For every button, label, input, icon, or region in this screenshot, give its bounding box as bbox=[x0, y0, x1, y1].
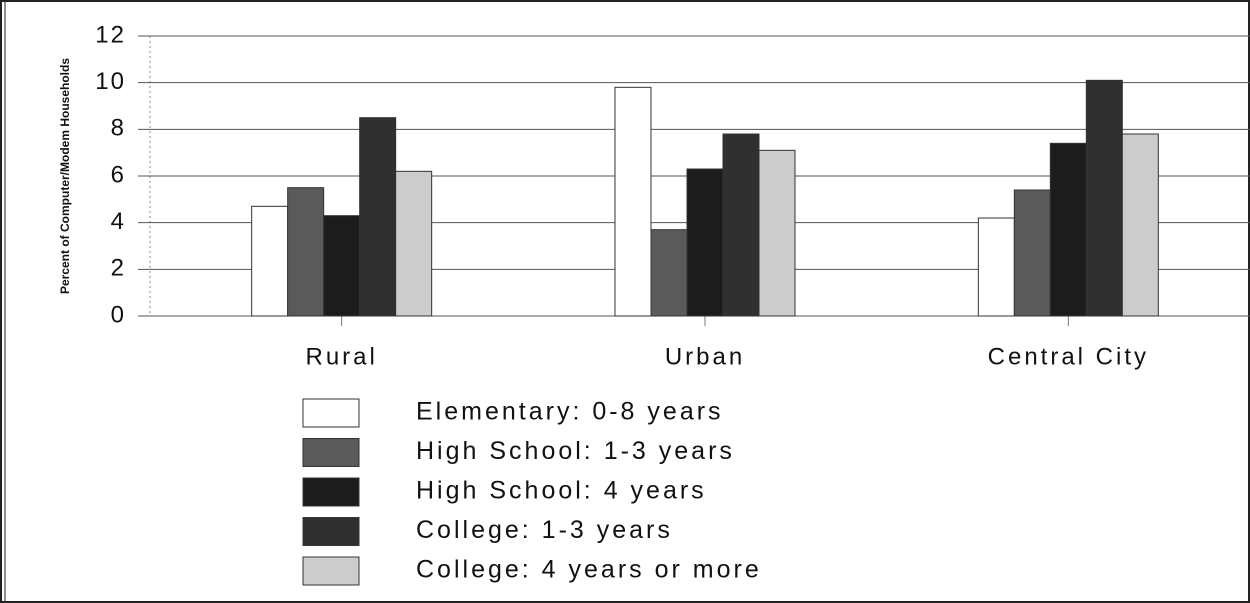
y-axis-label: Percent of Computer/Modem Households bbox=[58, 58, 72, 294]
bar bbox=[1121, 133, 1159, 317]
x-tick-label: Rural bbox=[305, 343, 377, 370]
y-tick-label: 8 bbox=[111, 115, 126, 142]
y-tick-label: 10 bbox=[95, 68, 126, 95]
bar bbox=[287, 187, 325, 317]
y-tick-label: 12 bbox=[95, 21, 126, 48]
legend-swatch bbox=[302, 398, 360, 428]
bar bbox=[977, 217, 1015, 317]
bar bbox=[758, 149, 796, 317]
x-tick-label: Central City bbox=[988, 343, 1149, 370]
bar bbox=[323, 215, 361, 317]
bar bbox=[395, 170, 433, 317]
x-tick-label: Urban bbox=[665, 343, 745, 370]
legend-label: Elementary: 0-8 years bbox=[416, 398, 724, 426]
bar bbox=[686, 168, 724, 317]
legend-swatch bbox=[302, 556, 360, 586]
legend-label: College: 4 years or more bbox=[416, 556, 762, 584]
bar bbox=[359, 117, 397, 317]
legend-label: High School: 4 years bbox=[416, 477, 707, 505]
legend-swatch bbox=[302, 477, 360, 507]
bar bbox=[722, 133, 760, 317]
legend-swatch bbox=[302, 438, 360, 467]
bar bbox=[1013, 189, 1051, 317]
y-tick-label: 6 bbox=[111, 161, 126, 188]
bar bbox=[251, 205, 289, 317]
y-tick-label: 0 bbox=[111, 301, 126, 328]
bar bbox=[1085, 79, 1123, 317]
bar bbox=[614, 86, 652, 317]
legend-label: College: 1-3 years bbox=[416, 516, 673, 544]
y-tick-label: 2 bbox=[111, 255, 126, 282]
y-tick-label: 4 bbox=[111, 208, 126, 235]
legend-label: High School: 1-3 years bbox=[416, 437, 735, 465]
bar bbox=[650, 229, 688, 317]
legend-swatch bbox=[302, 517, 360, 546]
bar bbox=[1049, 142, 1087, 317]
